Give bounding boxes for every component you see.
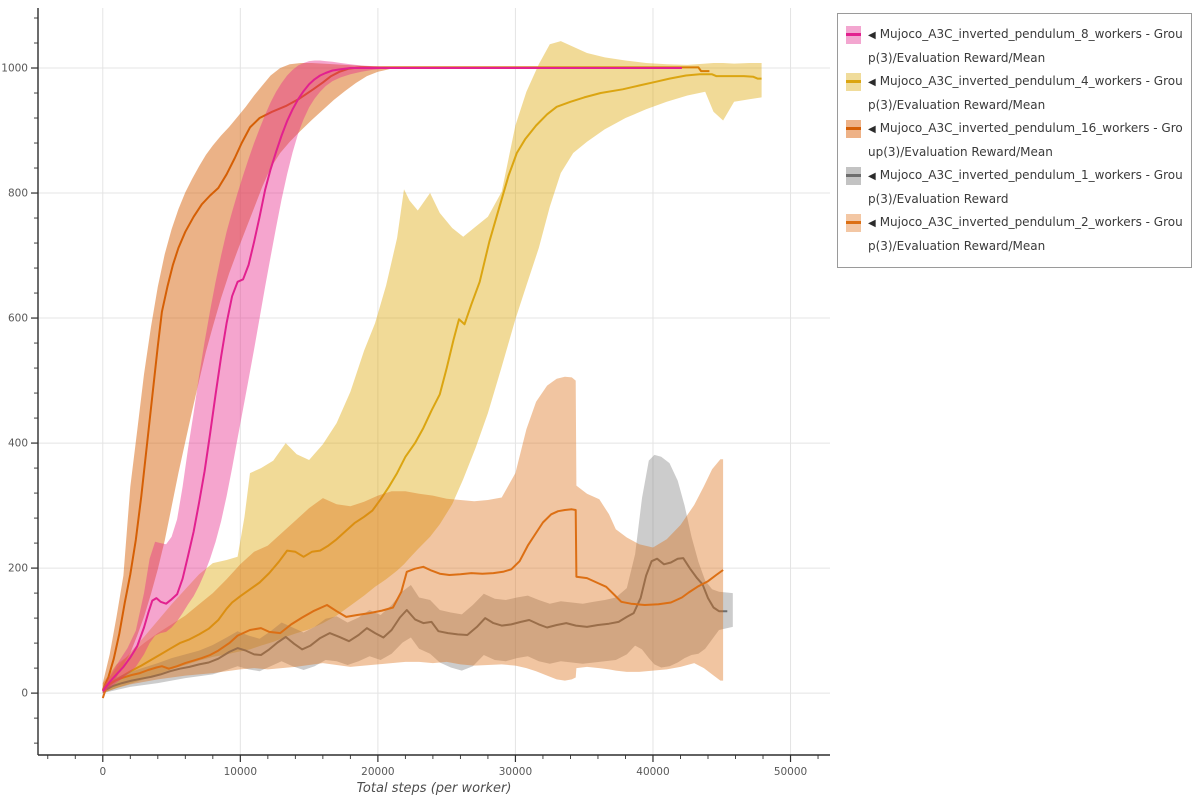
svg-text:40000: 40000 bbox=[636, 766, 669, 778]
legend-label: ◀ Mujoco_A3C_inverted_pendulum_8_workers … bbox=[868, 27, 1183, 65]
svg-text:800: 800 bbox=[8, 188, 28, 200]
legend-swatch-line bbox=[846, 80, 861, 83]
svg-text:50000: 50000 bbox=[774, 766, 807, 778]
triangle-marker-icon: ◀ bbox=[868, 171, 876, 182]
legend-swatch bbox=[846, 214, 861, 232]
svg-text:400: 400 bbox=[8, 438, 28, 450]
svg-text:200: 200 bbox=[8, 563, 28, 575]
triangle-marker-icon: ◀ bbox=[868, 124, 876, 135]
svg-text:30000: 30000 bbox=[499, 766, 532, 778]
triangle-marker-icon: ◀ bbox=[868, 218, 876, 229]
svg-text:20000: 20000 bbox=[361, 766, 394, 778]
legend-label: ◀ Mujoco_A3C_inverted_pendulum_1_workers … bbox=[868, 168, 1183, 206]
svg-text:10000: 10000 bbox=[224, 766, 257, 778]
legend-item-16-workers: ◀ Mujoco_A3C_inverted_pendulum_16_workers… bbox=[846, 117, 1185, 164]
legend-swatch-line bbox=[846, 127, 861, 130]
legend-swatch bbox=[846, 73, 861, 91]
legend-label: ◀ Mujoco_A3C_inverted_pendulum_4_workers … bbox=[868, 74, 1183, 112]
x-axis-label: Total steps (per worker) bbox=[357, 781, 512, 796]
legend-item-8-workers: ◀ Mujoco_A3C_inverted_pendulum_8_workers … bbox=[846, 23, 1185, 70]
svg-text:600: 600 bbox=[8, 313, 28, 325]
legend-swatch bbox=[846, 120, 861, 138]
legend-swatch-line bbox=[846, 33, 861, 36]
legend-swatch bbox=[846, 167, 861, 185]
legend-item-1-workers: ◀ Mujoco_A3C_inverted_pendulum_1_workers … bbox=[846, 164, 1185, 211]
svg-text:0: 0 bbox=[21, 688, 28, 700]
legend-swatch-line bbox=[846, 174, 861, 177]
legend-swatch bbox=[846, 26, 861, 44]
legend-swatch-line bbox=[846, 221, 861, 224]
svg-text:0: 0 bbox=[99, 766, 106, 778]
legend-label: ◀ Mujoco_A3C_inverted_pendulum_16_workers… bbox=[868, 121, 1183, 159]
svg-text:1000: 1000 bbox=[1, 63, 28, 75]
triangle-marker-icon: ◀ bbox=[868, 30, 876, 41]
triangle-marker-icon: ◀ bbox=[868, 77, 876, 88]
legend-label: ◀ Mujoco_A3C_inverted_pendulum_2_workers … bbox=[868, 215, 1183, 253]
legend-item-2-workers: ◀ Mujoco_A3C_inverted_pendulum_2_workers … bbox=[846, 211, 1185, 258]
legend: ◀ Mujoco_A3C_inverted_pendulum_8_workers … bbox=[837, 13, 1192, 268]
legend-item-4-workers: ◀ Mujoco_A3C_inverted_pendulum_4_workers … bbox=[846, 70, 1185, 117]
chart-canvas: 0 10000 20000 30000 40000 50000 0 200 400 600 800 1… bbox=[1, 8, 830, 796]
